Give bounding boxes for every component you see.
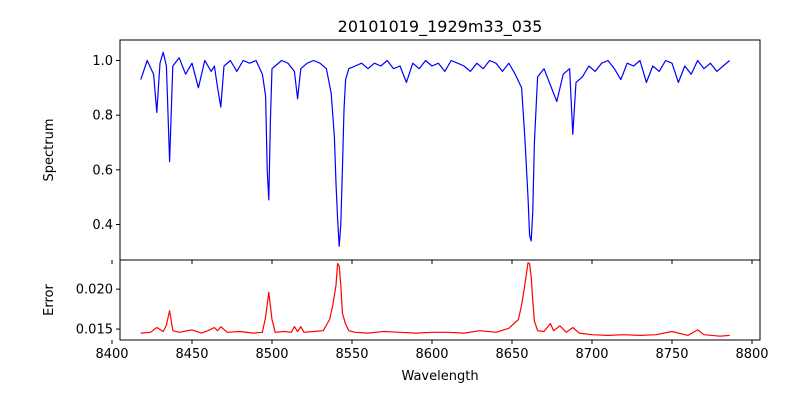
xtick-label: 8500 (255, 347, 288, 362)
spectrum-line-0 (140, 51, 730, 247)
error-ytick-label: 0.020 (76, 283, 113, 298)
error-y-ticks: 0.015 0.020 (76, 283, 120, 338)
xtick-label: 8600 (415, 347, 448, 362)
xtick-label: 8700 (575, 347, 608, 362)
error-axes-frame (119, 259, 761, 341)
spectrum-y-ticks: 0.4 0.6 0.8 1.0 (92, 54, 753, 264)
spectrum-y-label: Spectrum (42, 119, 57, 182)
x-ticks: 8400 8450 8500 8550 8600 8650 8700 8750 8800 (95, 340, 769, 362)
error-line-0 (140, 262, 730, 337)
error-y-label: Error (42, 284, 57, 316)
xtick-label: 8650 (495, 347, 528, 362)
error-marks (140, 262, 730, 337)
xtick-label: 8550 (335, 347, 368, 362)
xtick-label: 8750 (655, 347, 688, 362)
error-ytick-label: 0.015 (76, 323, 113, 338)
xtick-label: 8450 (175, 347, 208, 362)
spectrum-ytick-label: 1.0 (92, 54, 113, 69)
chart-title: 20101019_1929m33_035 (338, 17, 543, 37)
spectrum-ytick-label: 0.6 (92, 163, 113, 178)
spectrum-panel: 0.4 0.6 0.8 1.0 Spectrum (42, 39, 761, 264)
spectrum-marks (140, 51, 730, 247)
xtick-label: 8800 (735, 347, 768, 362)
spectrum-ytick-label: 0.8 (92, 109, 113, 124)
spectrum-ytick-label: 0.4 (92, 218, 113, 233)
xtick-label: 8400 (95, 347, 128, 362)
x-axis-label: Wavelength (401, 369, 478, 384)
